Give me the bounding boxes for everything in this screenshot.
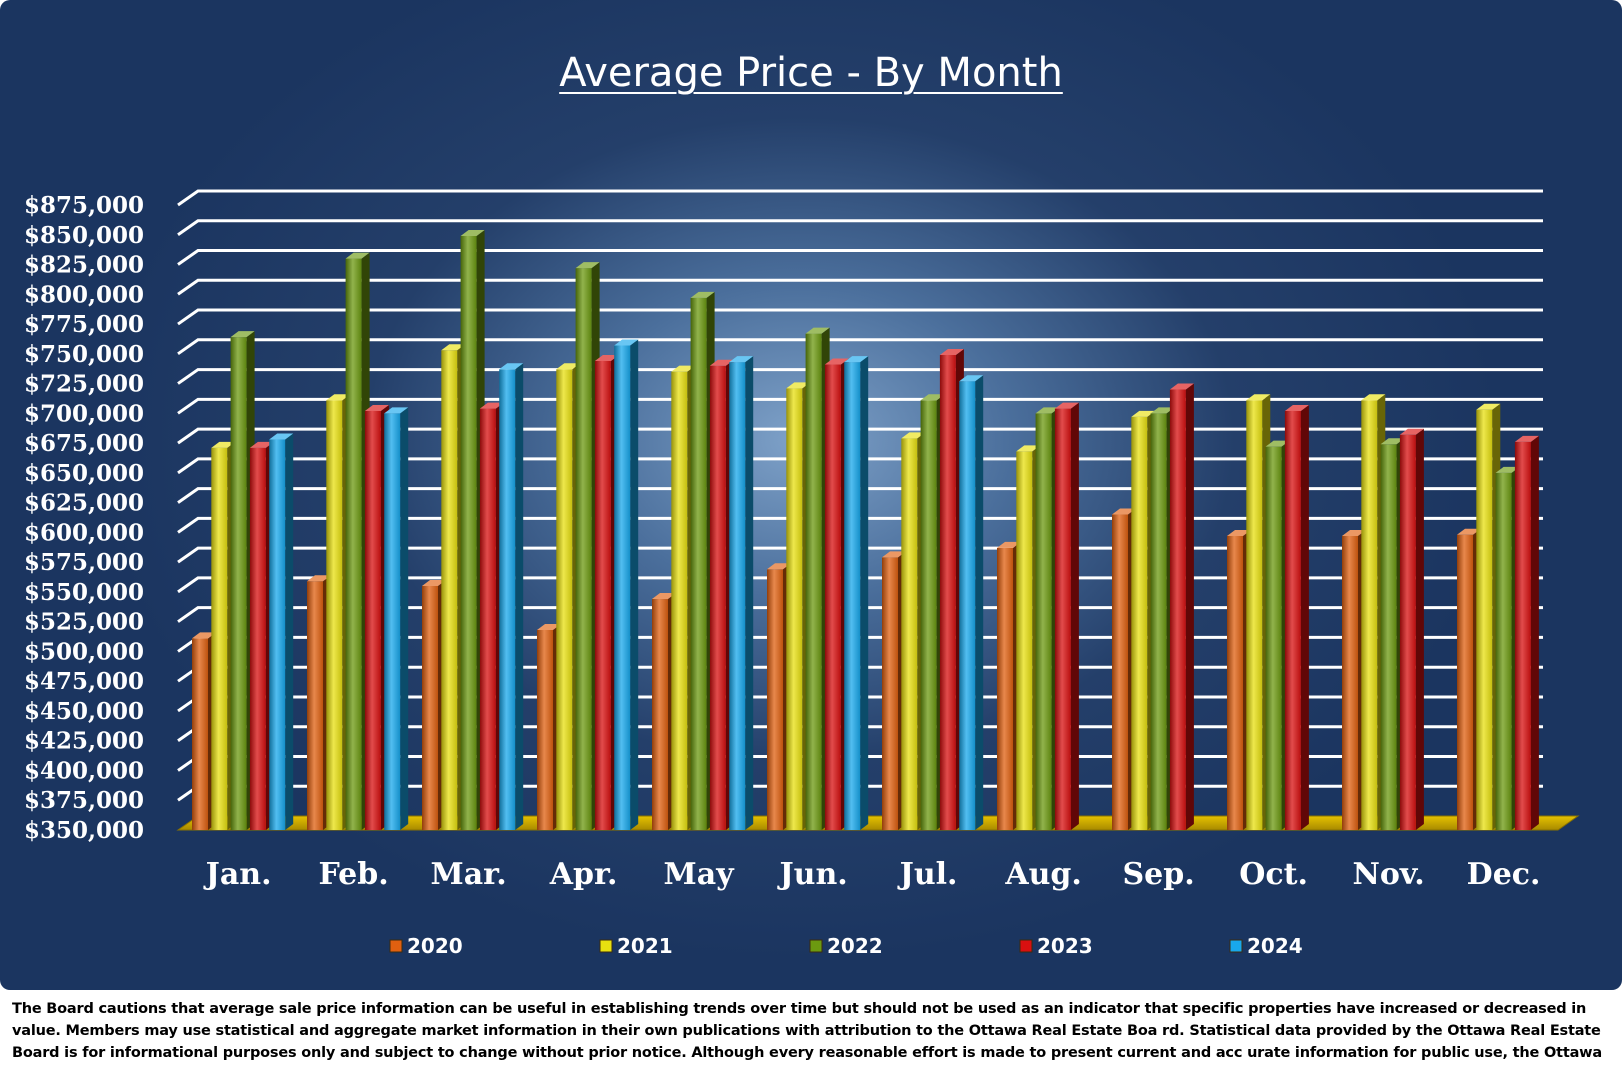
y-tick-label: $825,000	[24, 252, 144, 279]
bars	[192, 229, 1539, 831]
legend-item-2022: 2022	[809, 934, 883, 958]
gridline	[177, 516, 1543, 534]
gridline	[177, 576, 1543, 594]
gridline	[177, 487, 1543, 504]
legend-item-2023: 2023	[1019, 934, 1093, 958]
gridline	[177, 219, 1543, 236]
bar-chart: $350,000 $375,000 $400,000$425,000 $450,000…	[24, 189, 1580, 958]
y-tick-label: $700,000	[24, 400, 144, 427]
y-tick-label: $850,000	[24, 222, 144, 249]
legend-label: 2022	[827, 934, 883, 958]
x-tick-label: Jan.	[203, 857, 272, 892]
y-tick-label: $800,000	[24, 281, 144, 308]
bar-2023-sep	[1169, 383, 1194, 830]
y-tick-label: $475,000	[24, 668, 144, 695]
y-tick-label: $750,000	[24, 341, 144, 368]
gridline	[177, 278, 1543, 296]
legend-swatch	[389, 939, 403, 953]
y-tick-label: $875,000	[24, 192, 144, 219]
legend-swatch	[1229, 939, 1243, 953]
bar-2023-dec	[1514, 435, 1539, 830]
disclaimer-text: The Board cautions that average sale pri…	[12, 1001, 1602, 1068]
x-tick-label: Aug.	[1004, 857, 1082, 892]
gridline	[177, 546, 1543, 564]
bar-2024-jul	[959, 375, 984, 830]
bar-2024-may	[729, 356, 754, 830]
bar-2023-aug	[1054, 402, 1079, 830]
y-tick-label: $500,000	[24, 638, 144, 665]
gridline	[177, 606, 1543, 623]
y-tick-label: $775,000	[24, 311, 144, 338]
legend-swatch	[809, 939, 823, 953]
y-axis-ticks: $350,000 $375,000 $400,000$425,000 $450,000…	[24, 192, 144, 844]
x-tick-label: Sep.	[1123, 857, 1195, 892]
bar-2024-jan	[269, 433, 294, 830]
legend-label: 2021	[617, 934, 673, 958]
y-tick-label: $450,000	[24, 698, 144, 725]
legend-label: 2024	[1247, 934, 1303, 958]
legend-label: 2023	[1037, 934, 1093, 958]
bar-2024-mar	[499, 363, 524, 830]
bar-2023-oct	[1284, 404, 1309, 830]
gridline	[177, 397, 1543, 415]
y-tick-label: $425,000	[24, 728, 144, 755]
gridline	[177, 338, 1543, 356]
gridline	[177, 427, 1543, 445]
x-tick-label: Dec.	[1467, 857, 1541, 892]
y-tick-label: $525,000	[24, 609, 144, 636]
x-tick-label: Oct.	[1239, 857, 1308, 892]
y-tick-label: $600,000	[24, 519, 144, 546]
bar-2024-jun	[844, 356, 869, 830]
legend: 2020 2021 2022 2023 2024	[389, 934, 1303, 958]
x-tick-label: Feb.	[319, 857, 389, 892]
legend-swatch	[599, 939, 613, 953]
x-tick-label: Nov.	[1352, 857, 1424, 892]
y-tick-label: $375,000	[24, 787, 144, 814]
gridlines	[177, 189, 1543, 802]
y-tick-label: $650,000	[24, 460, 144, 487]
y-tick-label: $625,000	[24, 490, 144, 517]
gridline	[177, 249, 1543, 266]
chart-panel: Average Price - By Month $350,000 $375,00…	[0, 0, 1622, 990]
gridline	[177, 368, 1543, 385]
bar-2024-feb	[384, 407, 409, 830]
gridline	[177, 189, 1543, 207]
x-tick-label: Jun.	[776, 857, 847, 892]
x-axis-labels: Jan. Feb. Mar. Apr. May Jun. Jul. Aug. Sep. Oct. N…	[203, 857, 1541, 892]
y-tick-label: $550,000	[24, 579, 144, 606]
y-tick-label: $675,000	[24, 430, 144, 457]
gridline	[177, 457, 1543, 475]
gridline	[177, 308, 1543, 326]
y-tick-label: $725,000	[24, 371, 144, 398]
x-tick-label: Mar.	[431, 857, 507, 892]
bar-2024-apr	[614, 339, 639, 830]
bar-2023-nov	[1399, 428, 1424, 830]
y-tick-label: $350,000	[24, 817, 144, 844]
x-tick-label: Jul.	[897, 857, 958, 892]
legend-item-2020: 2020	[389, 934, 463, 958]
chart-title: Average Price - By Month	[559, 50, 1063, 96]
legend-swatch	[1019, 939, 1033, 953]
legend-item-2021: 2021	[599, 934, 673, 958]
x-tick-label: May	[664, 857, 736, 892]
legend-label: 2020	[407, 934, 463, 958]
y-tick-label: $575,000	[24, 549, 144, 576]
x-tick-label: Apr.	[549, 857, 618, 892]
legend-item-2024: 2024	[1229, 934, 1303, 958]
y-tick-label: $400,000	[24, 757, 144, 784]
